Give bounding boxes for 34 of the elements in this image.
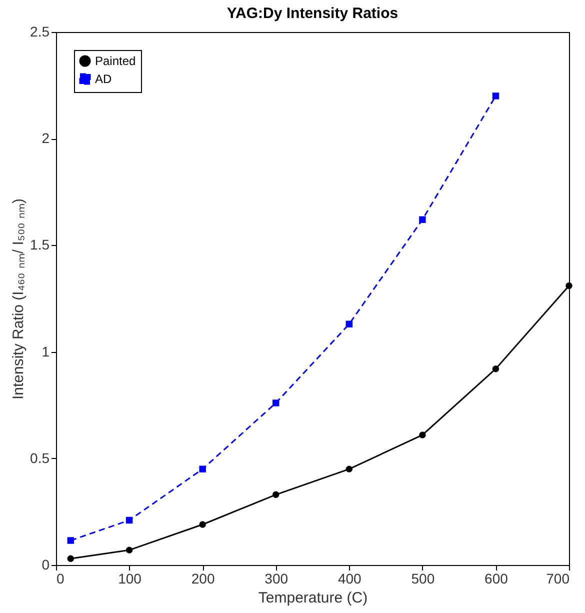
y-axis-title: Intensity Ratio (I₄₆₀ ₙₘ/ I₅₀₀ ₙₘ) bbox=[10, 198, 28, 400]
x-tick-label: 700 bbox=[546, 570, 570, 586]
point bbox=[346, 466, 352, 472]
point bbox=[272, 491, 280, 498]
point bbox=[67, 555, 74, 562]
y-tick-label: 1.5 bbox=[30, 236, 50, 253]
point bbox=[566, 282, 572, 290]
point bbox=[126, 546, 133, 554]
point bbox=[492, 366, 500, 372]
legend-label: AD bbox=[95, 72, 112, 86]
x-tick-label: 200 bbox=[191, 570, 215, 586]
y-tick-label: 0.5 bbox=[30, 450, 50, 466]
x-tick-label: 600 bbox=[484, 570, 508, 586]
x-tick-label: 300 bbox=[264, 570, 288, 586]
y-tick-label: 0 bbox=[42, 556, 50, 572]
x-tick-label: 500 bbox=[411, 570, 435, 586]
y-tick-label: 1 bbox=[42, 343, 50, 360]
y-tick-label: 2.5 bbox=[30, 24, 50, 40]
x-tick-label: 400 bbox=[338, 570, 362, 586]
point bbox=[199, 521, 206, 528]
point bbox=[272, 400, 280, 406]
point bbox=[346, 320, 352, 328]
point bbox=[126, 516, 133, 524]
point bbox=[419, 432, 426, 438]
legend-label: Painted bbox=[95, 54, 136, 68]
x-axis-title: Temperature (C) bbox=[258, 590, 368, 606]
point bbox=[419, 216, 426, 223]
x-tick-label: 0 bbox=[56, 570, 64, 586]
chart-title: YAG:Dy Intensity Ratios bbox=[226, 5, 398, 22]
x-tick-label: 100 bbox=[118, 570, 142, 586]
y-tick-label: 2 bbox=[42, 130, 50, 146]
point bbox=[199, 466, 206, 472]
point bbox=[67, 537, 74, 544]
point bbox=[492, 92, 500, 100]
